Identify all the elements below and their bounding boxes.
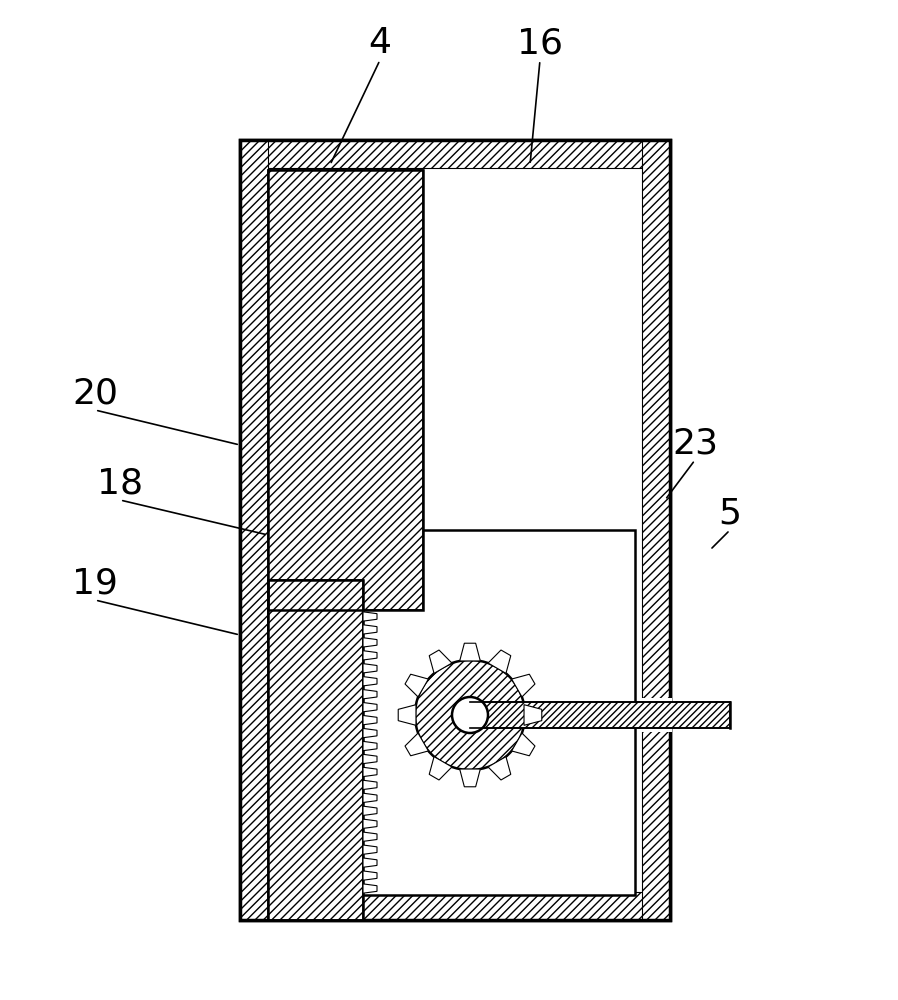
Polygon shape <box>363 832 377 841</box>
Polygon shape <box>363 651 377 660</box>
Text: 5: 5 <box>718 496 742 530</box>
Bar <box>268 170 423 610</box>
Polygon shape <box>405 674 428 697</box>
Polygon shape <box>363 612 377 621</box>
Polygon shape <box>363 871 377 880</box>
Bar <box>240 892 670 920</box>
Polygon shape <box>489 650 511 673</box>
Text: 18: 18 <box>97 466 143 500</box>
Bar <box>240 140 670 168</box>
Polygon shape <box>363 625 377 634</box>
Bar <box>268 607 363 645</box>
Bar <box>240 140 670 920</box>
Bar <box>240 140 670 920</box>
Bar <box>268 607 363 645</box>
Polygon shape <box>363 767 377 777</box>
Circle shape <box>452 697 488 733</box>
Polygon shape <box>363 690 377 699</box>
Polygon shape <box>363 702 377 712</box>
Polygon shape <box>512 674 535 697</box>
Polygon shape <box>429 650 452 673</box>
Bar <box>470 702 730 728</box>
Polygon shape <box>363 884 377 893</box>
Circle shape <box>415 660 525 770</box>
Polygon shape <box>363 754 377 764</box>
Polygon shape <box>363 780 377 790</box>
Polygon shape <box>489 757 511 780</box>
Polygon shape <box>398 705 416 725</box>
Bar <box>355 530 635 895</box>
Bar <box>268 580 363 920</box>
Polygon shape <box>363 793 377 803</box>
Polygon shape <box>363 664 377 673</box>
Polygon shape <box>363 677 377 686</box>
Bar <box>642 140 670 920</box>
Polygon shape <box>363 806 377 815</box>
Text: 20: 20 <box>72 376 118 410</box>
Polygon shape <box>429 757 452 780</box>
Polygon shape <box>363 715 377 725</box>
Polygon shape <box>363 638 377 647</box>
Polygon shape <box>405 733 428 756</box>
Text: 19: 19 <box>72 566 118 600</box>
Polygon shape <box>363 741 377 751</box>
Text: 23: 23 <box>672 426 718 460</box>
Text: 4: 4 <box>368 26 392 60</box>
Polygon shape <box>363 845 377 854</box>
Polygon shape <box>512 733 535 756</box>
Text: 16: 16 <box>517 26 563 60</box>
Bar <box>240 140 268 920</box>
Bar <box>640 698 672 732</box>
Polygon shape <box>363 858 377 867</box>
Polygon shape <box>460 643 480 661</box>
Polygon shape <box>460 769 480 787</box>
Bar <box>268 580 363 920</box>
Polygon shape <box>524 705 541 725</box>
Bar <box>268 170 423 610</box>
Polygon shape <box>363 728 377 738</box>
Polygon shape <box>363 819 377 828</box>
